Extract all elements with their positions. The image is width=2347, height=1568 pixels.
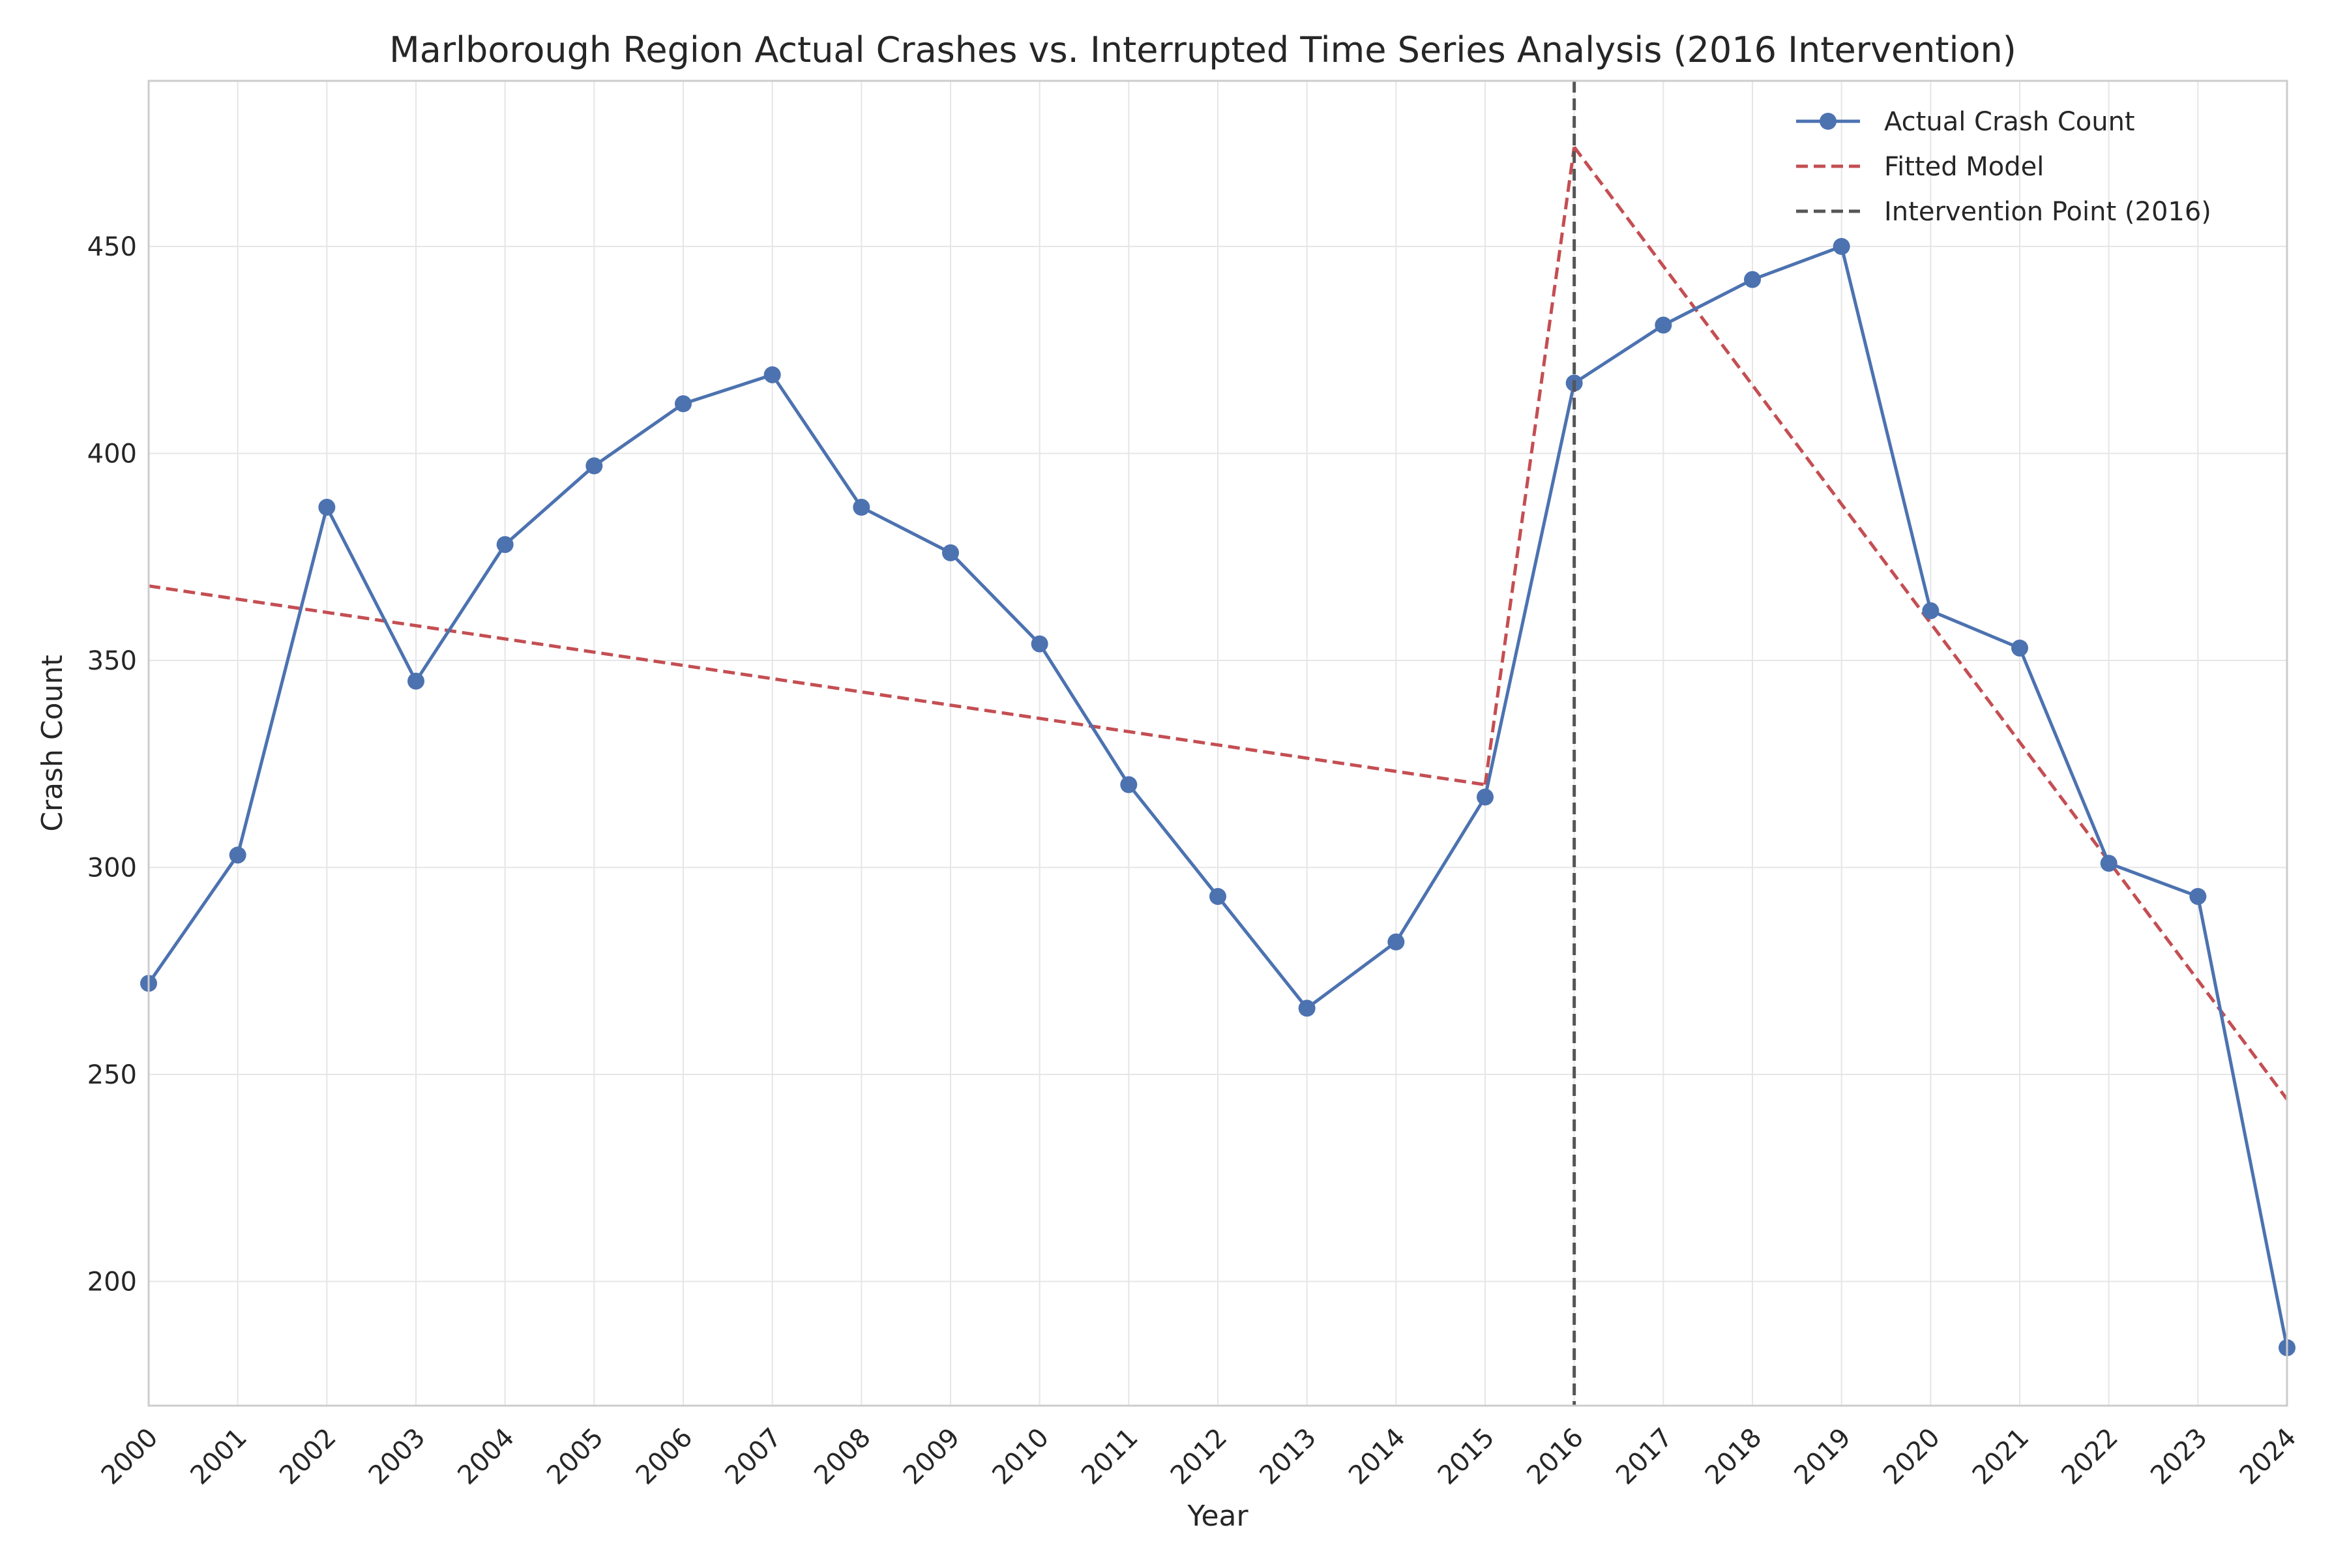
- actual-crash-series: [140, 238, 2295, 1357]
- actual-crash-point: [1120, 776, 1138, 793]
- actual-crash-point: [675, 395, 692, 413]
- actual-crash-point: [2189, 887, 2207, 905]
- actual-crash-point: [585, 457, 603, 475]
- actual-crash-point: [1655, 316, 1672, 334]
- legend: Actual Crash Count Fitted Model Interventi…: [1796, 107, 2211, 227]
- actual-crash-point: [1387, 933, 1405, 951]
- legend-actual-marker: [1820, 113, 1837, 130]
- actual-crash-point: [2100, 855, 2118, 872]
- x-axis-label: Year: [1187, 1500, 1248, 1533]
- legend-intervention-label: Intervention Point (2016): [1884, 197, 2211, 227]
- actual-crash-point: [229, 846, 246, 864]
- y-axis-ticks: 200 250 300 350 400 450: [87, 232, 137, 1297]
- fitted-model-series: [148, 146, 2289, 1101]
- actual-crash-point: [853, 499, 870, 516]
- actual-crash-point: [763, 366, 781, 383]
- fitted-model-segment: [148, 584, 1486, 786]
- plot-frame: [147, 80, 2288, 1407]
- fitted-model-segment: [1572, 146, 2289, 1101]
- y-tick-label: 200: [87, 1267, 137, 1297]
- actual-crash-point: [1744, 271, 1761, 288]
- actual-crash-point: [1298, 999, 1316, 1017]
- y-tick-label: 250: [87, 1060, 137, 1090]
- chart-title: Marlborough Region Actual Crashes vs. In…: [389, 29, 2016, 70]
- y-tick-label: 400: [87, 439, 137, 469]
- actual-crash-point: [1477, 788, 1494, 806]
- legend-actual-label: Actual Crash Count: [1884, 107, 2135, 137]
- fitted-model-segment: [1483, 147, 1576, 785]
- y-axis-label: Crash Count: [36, 655, 69, 831]
- y-tick-label: 350: [87, 646, 137, 676]
- actual-crash-point: [1922, 602, 1940, 619]
- y-tick-label: 450: [87, 232, 137, 262]
- y-tick-label: 300: [87, 853, 137, 883]
- actual-crash-point: [407, 672, 424, 690]
- legend-fitted-label: Fitted Model: [1884, 152, 2044, 182]
- actual-crash-point: [496, 536, 514, 554]
- actual-crash-point: [942, 544, 959, 561]
- actual-crash-point: [2011, 639, 2028, 657]
- actual-crash-point: [1209, 887, 1226, 905]
- actual-crash-point: [318, 499, 336, 516]
- actual-crash-point: [1031, 635, 1048, 653]
- actual-crash-point: [1833, 238, 1850, 255]
